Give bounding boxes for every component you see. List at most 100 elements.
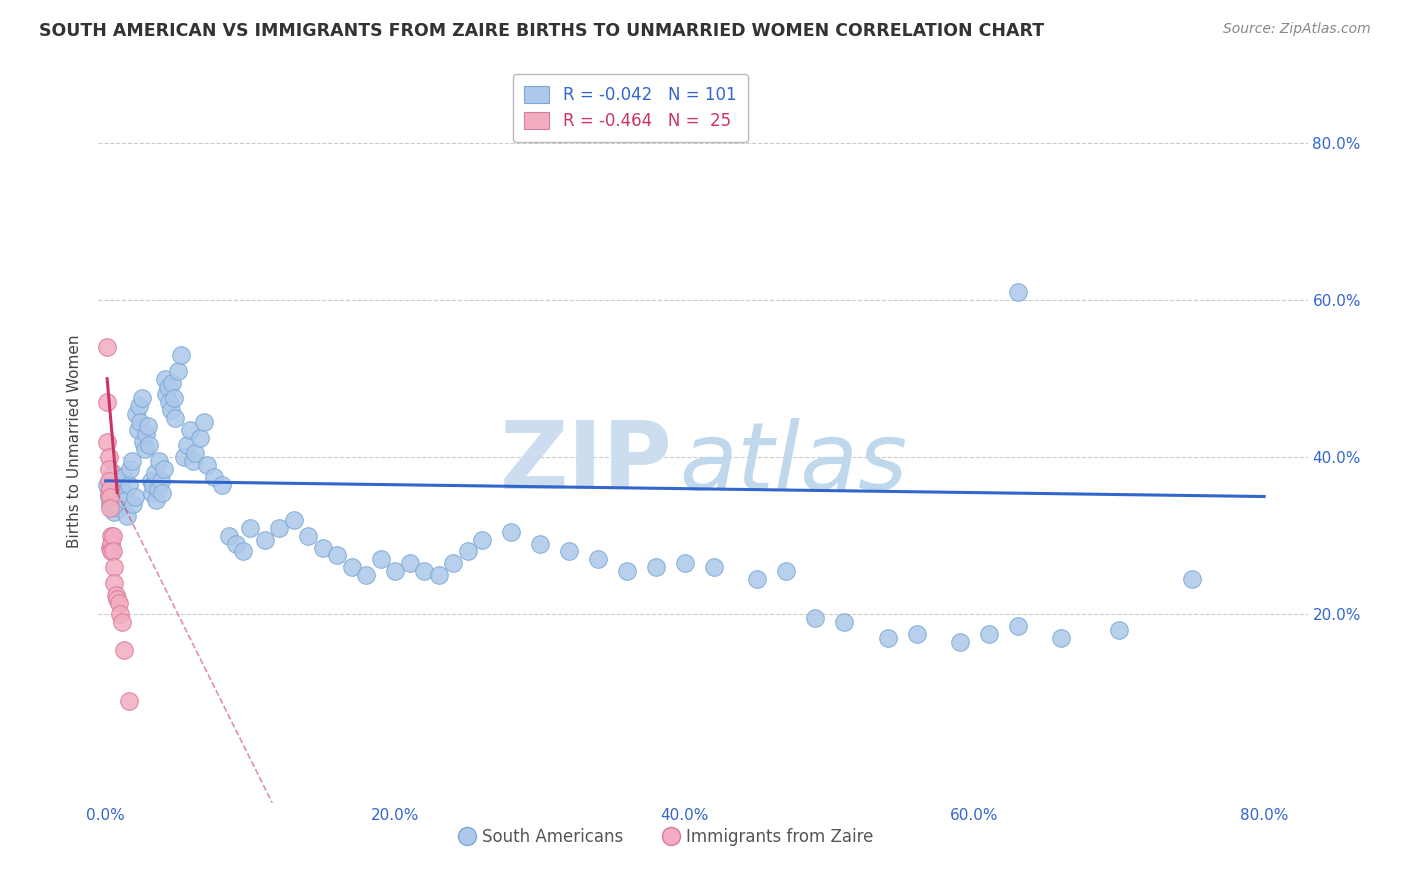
Point xyxy=(97,490,120,504)
Point xyxy=(529,536,551,550)
Point xyxy=(103,575,125,590)
Point xyxy=(471,533,494,547)
Point xyxy=(152,462,174,476)
Point xyxy=(97,462,120,476)
Point xyxy=(173,450,195,465)
Point xyxy=(131,392,153,406)
Point xyxy=(153,372,176,386)
Point xyxy=(121,454,143,468)
Point xyxy=(100,536,122,550)
Point xyxy=(1007,619,1029,633)
Point xyxy=(110,615,132,630)
Point xyxy=(427,568,450,582)
Point xyxy=(136,418,159,433)
Point xyxy=(96,395,118,409)
Point xyxy=(96,434,118,449)
Point xyxy=(115,493,138,508)
Point xyxy=(105,591,128,606)
Point xyxy=(239,521,262,535)
Point xyxy=(170,348,193,362)
Point xyxy=(253,533,276,547)
Point xyxy=(142,477,165,491)
Point xyxy=(128,399,150,413)
Point xyxy=(98,482,121,496)
Point xyxy=(876,631,898,645)
Point xyxy=(127,423,149,437)
Point xyxy=(101,544,124,558)
Point xyxy=(162,376,184,390)
Point xyxy=(326,549,349,563)
Point xyxy=(225,536,247,550)
Text: Source: ZipAtlas.com: Source: ZipAtlas.com xyxy=(1223,22,1371,37)
Point xyxy=(120,462,142,476)
Point xyxy=(586,552,609,566)
Point xyxy=(193,415,215,429)
Point xyxy=(804,611,827,625)
Point xyxy=(101,466,124,480)
Text: SOUTH AMERICAN VS IMMIGRANTS FROM ZAIRE BIRTHS TO UNMARRIED WOMEN CORRELATION CH: SOUTH AMERICAN VS IMMIGRANTS FROM ZAIRE … xyxy=(39,22,1045,40)
Point xyxy=(163,392,186,406)
Point xyxy=(112,470,135,484)
Point xyxy=(501,524,523,539)
Point xyxy=(101,529,124,543)
Point xyxy=(703,560,725,574)
Point xyxy=(167,364,190,378)
Point xyxy=(195,458,218,472)
Point xyxy=(98,501,121,516)
Point xyxy=(122,497,145,511)
Point xyxy=(269,521,291,535)
Point xyxy=(441,556,464,570)
Point xyxy=(149,474,172,488)
Point xyxy=(103,505,125,519)
Point xyxy=(118,477,141,491)
Point xyxy=(132,434,155,449)
Point xyxy=(100,529,122,543)
Point xyxy=(1050,631,1073,645)
Point xyxy=(645,560,668,574)
Point xyxy=(129,415,152,429)
Point xyxy=(108,607,131,622)
Point xyxy=(370,552,392,566)
Point xyxy=(125,407,148,421)
Point xyxy=(340,560,363,574)
Point xyxy=(181,454,204,468)
Point xyxy=(108,482,131,496)
Point xyxy=(832,615,855,630)
Point xyxy=(283,513,305,527)
Point xyxy=(384,564,406,578)
Point xyxy=(616,564,638,578)
Point xyxy=(134,442,156,457)
Point xyxy=(145,493,167,508)
Point xyxy=(176,438,198,452)
Point xyxy=(98,541,121,555)
Point xyxy=(977,627,1000,641)
Point xyxy=(135,426,157,441)
Point xyxy=(156,379,179,393)
Point xyxy=(356,568,378,582)
Point xyxy=(165,411,187,425)
Point xyxy=(148,454,170,468)
Point xyxy=(1007,285,1029,300)
Point xyxy=(98,497,121,511)
Point xyxy=(150,485,173,500)
Point xyxy=(117,509,139,524)
Point xyxy=(211,477,233,491)
Point xyxy=(157,395,180,409)
Point xyxy=(114,485,136,500)
Text: atlas: atlas xyxy=(679,417,907,508)
Point xyxy=(184,446,207,460)
Point xyxy=(107,501,129,516)
Point xyxy=(747,572,769,586)
Point xyxy=(114,642,136,657)
Point xyxy=(673,556,696,570)
Point xyxy=(179,423,201,437)
Point xyxy=(104,588,127,602)
Point xyxy=(97,474,120,488)
Point xyxy=(100,544,122,558)
Point xyxy=(141,485,163,500)
Y-axis label: Births to Unmarried Women: Births to Unmarried Women xyxy=(67,334,83,549)
Point xyxy=(457,544,479,558)
Point xyxy=(110,474,132,488)
Point xyxy=(103,560,125,574)
Point xyxy=(1108,623,1130,637)
